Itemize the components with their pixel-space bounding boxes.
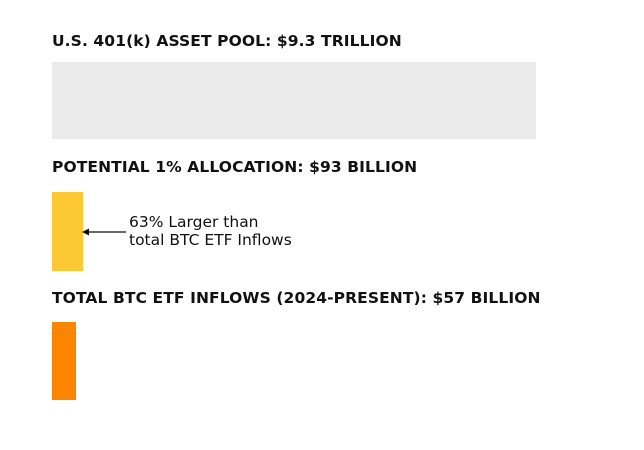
annotation-arrow-icon bbox=[82, 228, 126, 236]
bar-potential-allocation bbox=[52, 192, 83, 271]
annotation-arrow-head bbox=[82, 228, 89, 236]
label-asset-pool: U.S. 401(k) ASSET POOL: $9.3 TRILLION bbox=[52, 32, 402, 50]
label-potential-allocation: POTENTIAL 1% ALLOCATION: $93 BILLION bbox=[52, 158, 418, 176]
label-etf-inflows: TOTAL BTC ETF INFLOWS (2024-PRESENT): $5… bbox=[52, 289, 541, 307]
bar-etf-inflows bbox=[52, 322, 76, 400]
annotation-line-1: 63% Larger than bbox=[129, 213, 259, 231]
annotation-line-2: total BTC ETF Inflows bbox=[129, 231, 292, 249]
bar-asset-pool bbox=[52, 62, 536, 139]
